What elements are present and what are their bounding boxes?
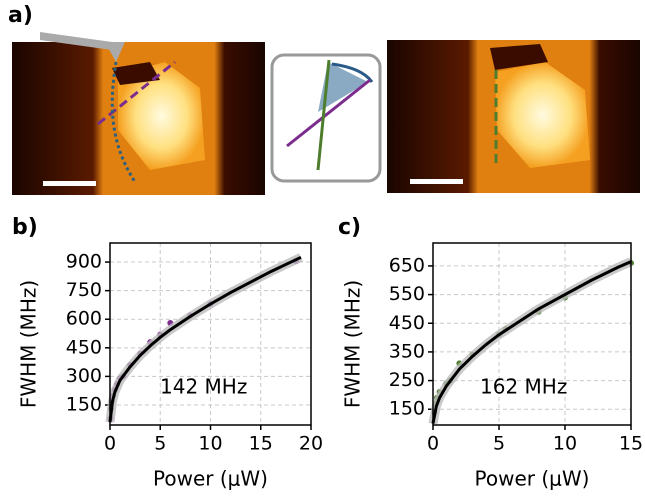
plot-frame	[109, 242, 312, 426]
x-tick-label: 5	[154, 433, 166, 455]
x-tick-label: 15	[619, 433, 643, 455]
fit-line	[108, 255, 302, 423]
x-tick-label: 0	[427, 433, 439, 455]
x-tick-label: 15	[249, 433, 273, 455]
x-tick-label: 10	[198, 433, 222, 455]
x-tick-label: 0	[104, 433, 116, 455]
x-tick-label: 10	[553, 433, 577, 455]
afm-image-right	[387, 40, 640, 193]
panel-label: c)	[338, 215, 361, 240]
annotation: 162 MHz	[480, 375, 567, 399]
panel-label: a)	[8, 3, 33, 28]
y-tick-label: 900	[66, 251, 102, 273]
plot-frame	[432, 242, 632, 426]
y-tick-label: 250	[389, 369, 425, 391]
annotation: 142 MHz	[160, 375, 247, 399]
y-tick-label: 650	[389, 254, 425, 276]
panel-label: b)	[12, 215, 38, 240]
afm-image-left	[12, 32, 265, 195]
y-tick-label: 150	[66, 393, 102, 415]
y-tick-label: 150	[389, 398, 425, 420]
y-axis-label: FWHM (MHz)	[17, 280, 41, 408]
y-tick-label: 350	[389, 340, 425, 362]
x-tick-label: 5	[493, 433, 505, 455]
y-tick-label: 450	[389, 312, 425, 334]
y-tick-label: 450	[66, 336, 102, 358]
x-axis-label: Power (μW)	[153, 467, 268, 491]
y-tick-label: 600	[66, 308, 102, 330]
fit-band	[428, 257, 633, 425]
y-axis-label: FWHM (MHz)	[341, 280, 365, 408]
inset-diagram	[270, 53, 382, 183]
y-tick-label: 550	[389, 283, 425, 305]
y-tick-label: 750	[66, 279, 102, 301]
fit-line	[431, 260, 632, 424]
y-tick-label: 300	[66, 365, 102, 387]
x-tick-label: 20	[299, 433, 323, 455]
x-axis-label: Power (μW)	[475, 467, 590, 491]
